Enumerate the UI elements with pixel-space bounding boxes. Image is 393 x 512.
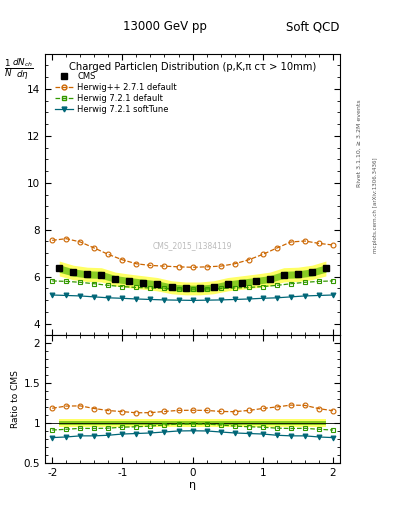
Text: mcplots.cern.ch [arXiv:1306.3436]: mcplots.cern.ch [arXiv:1306.3436]	[373, 157, 378, 252]
Legend: CMS, Herwig++ 2.7.1 default, Herwig 7.2.1 default, Herwig 7.2.1 softTune: CMS, Herwig++ 2.7.1 default, Herwig 7.2.…	[52, 69, 180, 116]
Text: CMS_2015_I1384119: CMS_2015_I1384119	[153, 241, 232, 250]
Text: Rivet 3.1.10, ≥ 3.2M events: Rivet 3.1.10, ≥ 3.2M events	[357, 99, 362, 187]
Text: 13000 GeV pp: 13000 GeV pp	[123, 20, 207, 33]
Text: Charged Particleη Distribution (p,K,π cτ > 10mm): Charged Particleη Distribution (p,K,π cτ…	[69, 62, 316, 72]
Text: Soft QCD: Soft QCD	[286, 20, 340, 33]
Text: $\frac{1}{N}\frac{dN_{ch}}{d\eta}$: $\frac{1}{N}\frac{dN_{ch}}{d\eta}$	[4, 56, 34, 81]
Y-axis label: Ratio to CMS: Ratio to CMS	[11, 370, 20, 429]
X-axis label: η: η	[189, 480, 196, 489]
